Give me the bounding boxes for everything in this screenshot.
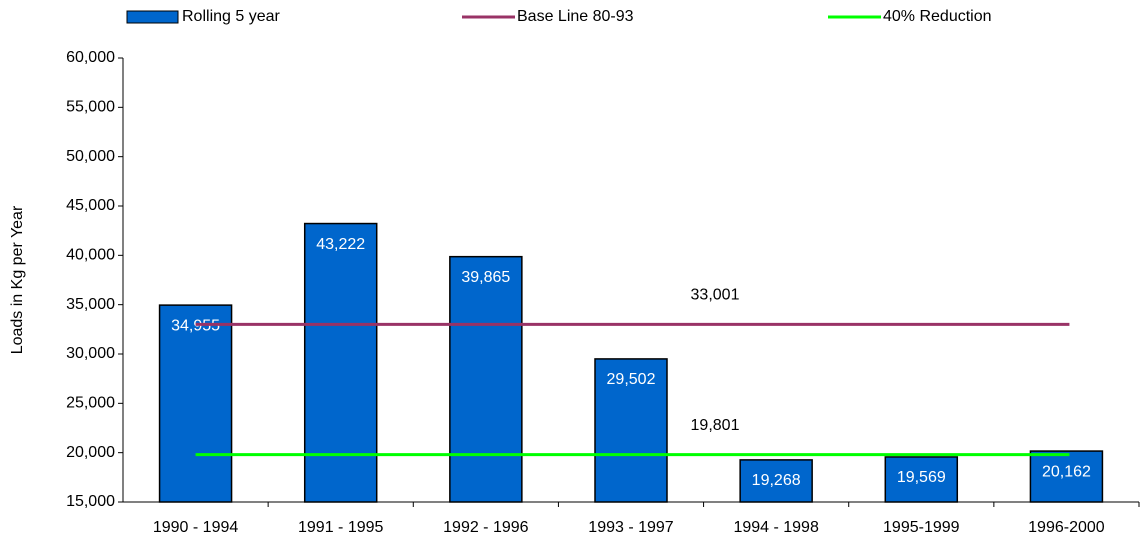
x-tick-label: 1994 - 1998 (733, 519, 819, 536)
y-tick-label: 40,000 (66, 247, 115, 264)
y-tick-label: 25,000 (66, 395, 115, 412)
bar-value-label: 19,268 (752, 472, 801, 489)
reference-line-label: 19,801 (691, 417, 740, 434)
legend-label: Base Line 80-93 (517, 8, 634, 25)
legend-label: 40% Reduction (883, 8, 992, 25)
x-tick-label: 1990 - 1994 (153, 519, 239, 536)
y-axis-label: Loads in Kg per Year (9, 205, 26, 354)
y-tick-label: 30,000 (66, 345, 115, 362)
y-tick-label: 35,000 (66, 296, 115, 313)
bar-value-label: 29,502 (607, 371, 656, 388)
y-tick-label: 20,000 (66, 444, 115, 461)
y-tick-label: 55,000 (66, 99, 115, 116)
bar (303, 222, 378, 503)
y-tick-label: 15,000 (66, 493, 115, 510)
bar-value-label: 39,865 (461, 269, 510, 286)
legend-swatch (126, 10, 179, 24)
y-tick-label: 45,000 (66, 197, 115, 214)
x-tick-label: 1991 - 1995 (298, 519, 384, 536)
bar (594, 358, 668, 503)
bar-value-label: 19,569 (897, 469, 946, 486)
legend-label: Rolling 5 year (182, 8, 281, 25)
x-tick-label: 1995-1999 (883, 519, 960, 536)
x-tick-label: 1993 - 1997 (588, 519, 674, 536)
reference-line-label: 33,001 (691, 287, 740, 304)
bar (449, 255, 523, 503)
x-tick-label: 1996-2000 (1028, 519, 1105, 536)
bar (158, 304, 233, 503)
bar-value-label: 43,222 (316, 236, 365, 253)
y-tick-label: 50,000 (66, 148, 115, 165)
x-tick-label: 1992 - 1996 (443, 519, 529, 536)
bar-value-label: 20,162 (1042, 463, 1091, 480)
y-tick-label: 60,000 (66, 49, 115, 66)
